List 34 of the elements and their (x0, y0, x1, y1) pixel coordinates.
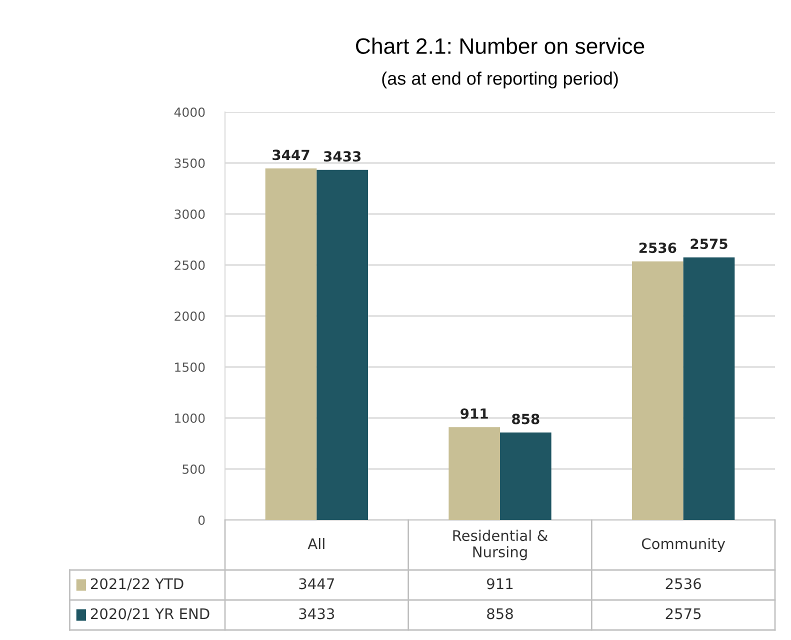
y-tick-label: 4000 (174, 107, 205, 117)
y-tick-label: 0 (198, 515, 205, 525)
legend-label: 2020/21 YR END (90, 608, 210, 620)
data-label: 858 (512, 414, 540, 424)
bar (448, 427, 500, 520)
text: 2536 (666, 578, 701, 590)
chart-subtitle: (as at end of reporting period) (382, 72, 618, 88)
y-tick-label: 3000 (174, 209, 205, 219)
bar (632, 261, 684, 520)
text: 3447 (299, 578, 334, 590)
text: 3433 (299, 608, 334, 620)
data-label: 2536 (639, 242, 676, 254)
x-tick-label: Community (642, 538, 726, 552)
bar (500, 432, 552, 520)
bar (265, 168, 317, 520)
data-label: 911 (460, 408, 488, 419)
y-tick-label: 1500 (175, 362, 205, 372)
data-label: 3447 (272, 150, 310, 160)
text: 2575 (666, 608, 701, 620)
text: 911 (487, 578, 513, 590)
data-label: 2575 (690, 238, 728, 250)
text: 858 (487, 608, 513, 620)
data-label: 3433 (324, 151, 361, 162)
x-tick-label: All (308, 538, 324, 550)
chart-title: Chart 2.1: Number on service (356, 38, 644, 54)
bar (683, 257, 735, 520)
y-tick-label: 500 (182, 464, 205, 474)
y-tick-label: 2500 (174, 260, 205, 270)
y-tick-label: 2000 (174, 311, 205, 321)
y-tick-label: 1000 (175, 413, 205, 423)
y-tick-label: 3500 (174, 158, 205, 168)
legend-label: 2021/22 YTD (90, 578, 184, 590)
x-tick-label: Residential & Nursing (453, 530, 548, 560)
bar (316, 170, 368, 520)
